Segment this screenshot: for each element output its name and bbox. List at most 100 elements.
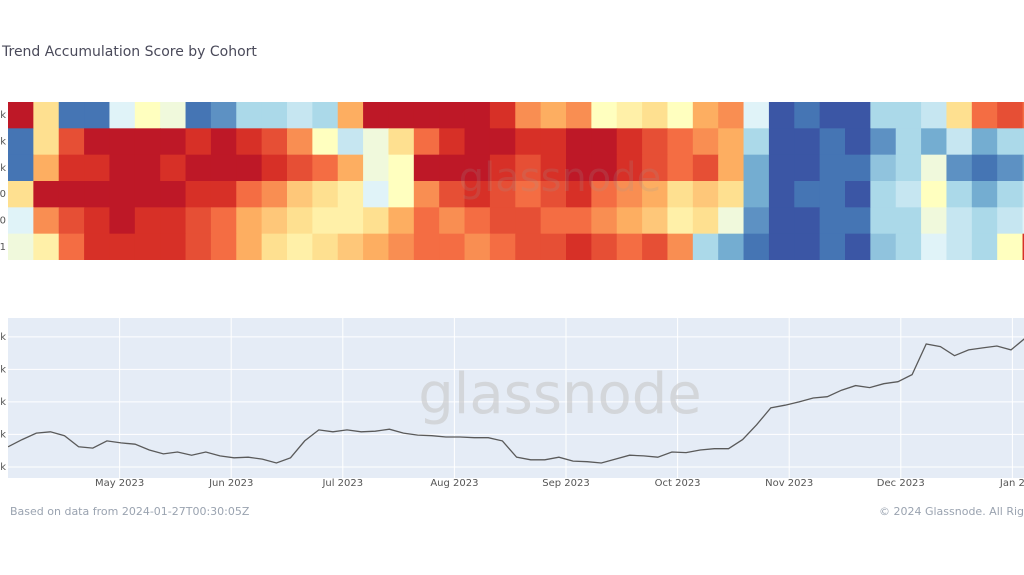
heatmap-cell [1022, 181, 1024, 208]
heatmap-cell [895, 207, 922, 235]
heatmap-cell [794, 128, 821, 156]
heatmap-cell [540, 102, 567, 129]
heatmap-cell [312, 154, 339, 182]
heatmap-cell [768, 128, 795, 156]
heatmap-cell [1022, 128, 1024, 156]
footer-credit: © 2024 Glassnode. All Rig [879, 505, 1024, 518]
heatmap-cell [134, 233, 161, 260]
heatmap-cell [84, 154, 110, 182]
heatmap-cell [261, 102, 288, 129]
heatmap-cell [84, 181, 110, 208]
heatmap-cell [743, 128, 770, 156]
heatmap-cell [413, 154, 440, 182]
x-tick-label: Oct 2023 [655, 478, 701, 489]
footer-source: Based on data from 2024-01-27T00:30:05Z [10, 505, 250, 518]
heatmap-cell [515, 207, 542, 235]
heatmap-cell [1022, 233, 1024, 260]
heatmap-cell [616, 233, 643, 260]
heatmap-cell [134, 181, 161, 208]
heatmap-cell [312, 233, 339, 260]
heatmap-cell [33, 128, 60, 156]
heatmap-cell [667, 128, 694, 156]
heatmap-cell [439, 181, 466, 208]
heatmap-cell [1022, 207, 1024, 235]
heatmap-cell [667, 102, 694, 129]
heatmap-cell [971, 154, 998, 182]
heatmap-cell [261, 207, 288, 235]
heatmap-cell [971, 102, 998, 129]
y-tick-label: 1 [0, 242, 6, 253]
heatmap-cell [8, 102, 34, 129]
heatmap-cell [946, 207, 973, 235]
y-tick-label: k [0, 110, 6, 121]
heatmap-cell [921, 102, 947, 129]
heatmap-cell [413, 128, 440, 156]
heatmap-cell [591, 207, 618, 235]
y-tick-label: 0 [0, 189, 6, 200]
heatmap-cell [997, 181, 1024, 208]
heatmap-cell [33, 181, 60, 208]
heatmap-cell [540, 154, 567, 182]
y-tick-label: k [0, 429, 6, 440]
y-tick-label: k [0, 364, 6, 375]
heatmap-cell [870, 207, 897, 235]
heatmap-cell [185, 154, 212, 182]
heatmap-cell [692, 181, 719, 208]
heatmap-cell [870, 233, 897, 260]
heatmap-cell [515, 181, 542, 208]
heatmap-cell [667, 154, 694, 182]
heatmap-cell [236, 233, 263, 260]
heatmap-cell [489, 207, 516, 235]
heatmap-cell [895, 233, 922, 260]
heatmap-cell [8, 154, 34, 182]
watermark: glassnode [459, 155, 662, 201]
heatmap-cell [312, 207, 339, 235]
heatmap-cell [160, 207, 187, 235]
heatmap-cell [718, 154, 745, 182]
heatmap-cell [591, 102, 618, 129]
heatmap-cell [845, 207, 871, 235]
heatmap-cell [642, 207, 668, 235]
heatmap-cell [743, 102, 770, 129]
heatmap-cell [997, 154, 1024, 182]
watermark: glassnode [418, 362, 702, 427]
heatmap-cell [363, 233, 389, 260]
heatmap-cell [616, 154, 643, 182]
heatmap-cell [642, 181, 668, 208]
heatmap-cell [718, 207, 745, 235]
x-tick-label: Jan 2 [999, 478, 1024, 489]
heatmap-cell [58, 181, 85, 208]
y-tick-label: 0 [0, 216, 6, 227]
heatmap-cell [160, 102, 187, 129]
heatmap-cell [388, 102, 415, 129]
heatmap-cell [819, 181, 846, 208]
heatmap-cell [58, 233, 85, 260]
heatmap-cell [287, 233, 313, 260]
heatmap-cell [489, 181, 516, 208]
heatmap-cell [819, 233, 846, 260]
heatmap-cell [667, 207, 694, 235]
heatmap-cell [489, 102, 516, 129]
heatmap-cell [591, 181, 618, 208]
heatmap-cell [388, 233, 415, 260]
heatmap-cell [642, 154, 668, 182]
heatmap-cell [921, 128, 947, 156]
heatmap-cell [210, 207, 237, 235]
x-tick-label: May 2023 [95, 478, 144, 489]
heatmap-cell [84, 102, 110, 129]
heatmap-cell [134, 128, 161, 156]
heatmap-cell [160, 128, 187, 156]
heatmap-cell [388, 207, 415, 235]
heatmap-cell [971, 233, 998, 260]
heatmap-cell [768, 207, 795, 235]
heatmap-cell [845, 128, 871, 156]
y-tick-label: k [0, 332, 6, 343]
heatmap-cell [388, 181, 415, 208]
heatmap-cell [718, 128, 745, 156]
heatmap-cell [540, 233, 567, 260]
heatmap-cell [566, 102, 592, 129]
heatmap-cell [388, 154, 415, 182]
heatmap-cell [895, 154, 922, 182]
heatmap-cell [1022, 154, 1024, 182]
x-tick-label: Aug 2023 [430, 478, 478, 489]
